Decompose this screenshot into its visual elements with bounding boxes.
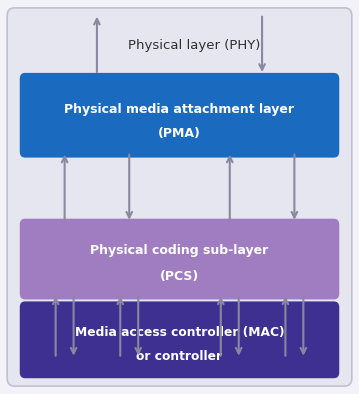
Text: (PCS): (PCS) xyxy=(160,270,199,283)
Text: Media access controller (MAC): Media access controller (MAC) xyxy=(75,325,284,338)
Text: Physical media attachment layer: Physical media attachment layer xyxy=(65,103,294,116)
FancyBboxPatch shape xyxy=(20,73,339,158)
Text: or controller: or controller xyxy=(136,349,223,362)
FancyBboxPatch shape xyxy=(20,301,339,378)
FancyBboxPatch shape xyxy=(7,8,352,386)
FancyBboxPatch shape xyxy=(20,219,339,299)
Text: Physical layer (PHY): Physical layer (PHY) xyxy=(128,39,260,52)
Text: (PMA): (PMA) xyxy=(158,127,201,140)
Text: Physical coding sub-layer: Physical coding sub-layer xyxy=(90,244,269,257)
